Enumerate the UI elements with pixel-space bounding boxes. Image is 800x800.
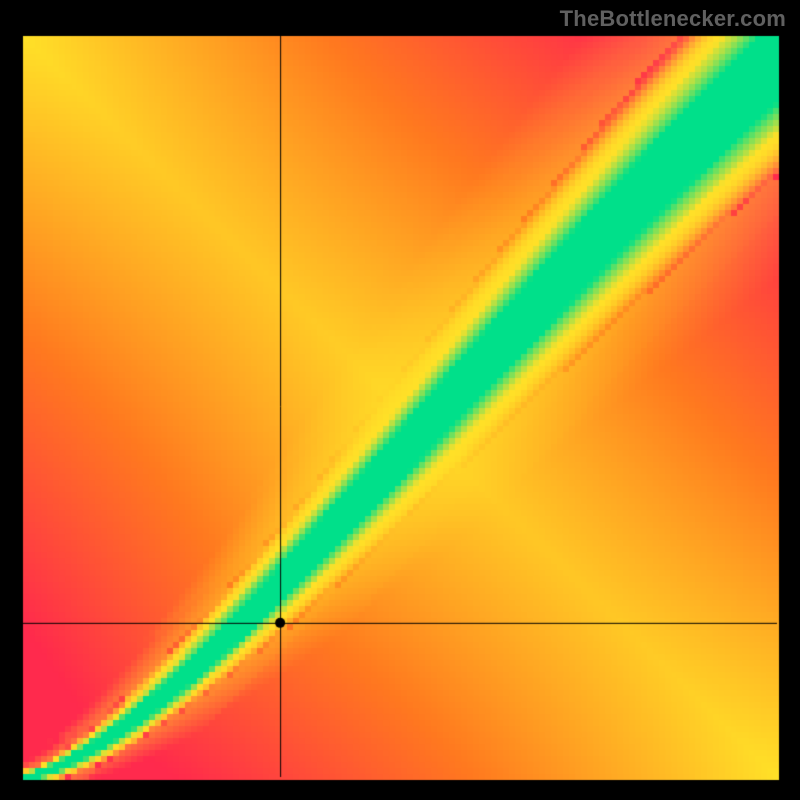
chart-container: TheBottlenecker.com <box>0 0 800 800</box>
watermark-text: TheBottlenecker.com <box>560 6 786 32</box>
bottleneck-heatmap <box>0 0 800 800</box>
